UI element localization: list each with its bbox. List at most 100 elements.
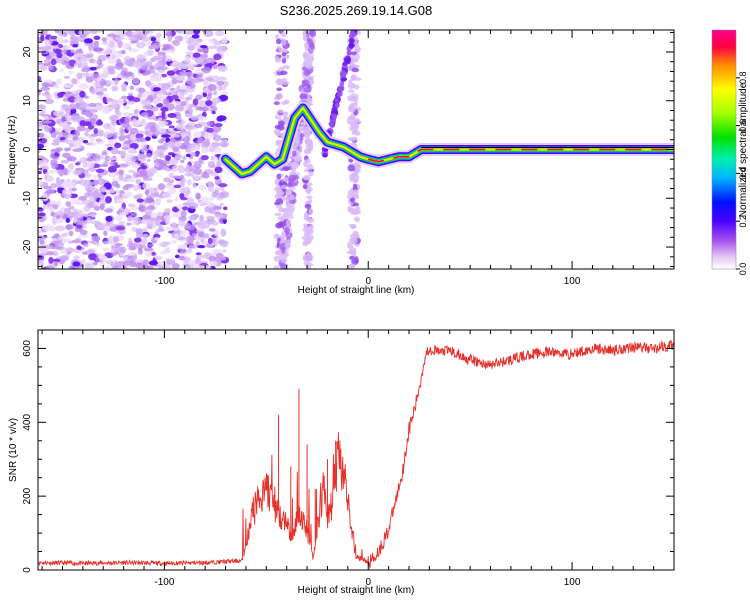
heatmap-noise-speckle — [140, 112, 149, 118]
heatmap-noise-speckle — [51, 217, 58, 224]
heatmap-noise-speckle — [129, 127, 139, 135]
heatmap-noise-speckle — [196, 74, 203, 79]
heatmap-noise-speckle — [38, 207, 44, 212]
heatmap-noise-speckle — [38, 149, 41, 154]
heatmap-noise-speckle — [74, 162, 81, 166]
heatmap-noise-speckle — [57, 236, 66, 241]
heatmap-noise-speckle — [186, 71, 192, 79]
heatmap-noise-speckle — [174, 233, 180, 240]
heatmap-noise-speckle — [45, 265, 55, 269]
heatmap-noise-speckle — [59, 255, 68, 262]
heatmap-noise-speckle — [46, 175, 54, 182]
heatmap-noise-speckle — [185, 30, 194, 35]
heatmap-noise-speckle — [71, 113, 80, 117]
heatmap-band-speckle — [302, 227, 310, 233]
heatmap-noise-speckle — [85, 158, 95, 162]
heatmap-noise-speckle — [76, 52, 83, 58]
heatmap-noise-speckle — [119, 211, 129, 216]
heatmap-noise-speckle — [146, 220, 153, 228]
heatmap-noise-speckle — [120, 83, 128, 89]
heatmap-noise-speckle — [168, 179, 175, 184]
heatmap-noise-speckle — [160, 106, 169, 112]
heatmap-streak-bright — [336, 92, 342, 98]
heatmap-noise-speckle — [127, 255, 135, 260]
heatmap-band-speckle — [306, 139, 313, 145]
heatmap-noise-speckle — [154, 198, 161, 206]
heatmap-noise-speckle — [127, 36, 138, 41]
heatmap-noise-speckle — [47, 169, 58, 174]
heatmap-noise-speckle — [115, 183, 121, 189]
heatmap-noise-speckle — [89, 66, 98, 71]
heatmap-noise-speckle — [126, 222, 132, 226]
spectrogram-ytick-label: -20 — [22, 239, 33, 254]
heatmap-noise-speckle — [157, 120, 165, 128]
heatmap-noise-speckle — [72, 148, 83, 153]
heatmap-noise-speckle — [105, 259, 113, 265]
heatmap-noise-speckle — [167, 112, 177, 118]
spectrogram-xtick-label: 0 — [365, 276, 371, 287]
heatmap-band-speckle — [283, 176, 289, 183]
heatmap-noise-speckle — [127, 169, 136, 173]
heatmap-noise-speckle — [93, 35, 101, 40]
heatmap-noise-speckle — [123, 44, 130, 51]
heatmap-noise-speckle — [159, 152, 165, 159]
heatmap-noise-speckle — [207, 84, 217, 92]
heatmap-noise-speckle — [95, 65, 101, 70]
heatmap-noise-speckle — [94, 242, 101, 247]
heatmap-noise-speckle — [54, 225, 65, 232]
heatmap-streak-bright — [334, 102, 340, 108]
heatmap-noise-speckle — [123, 105, 131, 110]
heatmap-streak-speckle — [288, 205, 295, 213]
heatmap-band-speckle — [350, 237, 358, 244]
heatmap-noise-speckle — [221, 91, 229, 96]
heatmap-noise-speckle — [101, 37, 107, 42]
heatmap-noise-speckle — [114, 142, 122, 149]
heatmap-noise-speckle — [176, 124, 185, 131]
heatmap-noise-speckle — [176, 203, 184, 210]
heatmap-noise-speckle — [179, 91, 185, 98]
heatmap-noise-speckle — [185, 51, 194, 56]
heatmap-noise-speckle — [163, 215, 173, 220]
heatmap-noise-speckle — [55, 78, 63, 85]
heatmap-noise-speckle — [141, 165, 148, 170]
heatmap-noise-speckle — [72, 217, 78, 224]
heatmap-noise-speckle — [127, 147, 135, 152]
heatmap-noise-speckle — [220, 86, 227, 90]
heatmap-band-speckle — [276, 45, 281, 50]
heatmap-noise-speckle — [137, 244, 147, 249]
spectrogram-ytick-label: -10 — [22, 191, 33, 206]
heatmap-noise-speckle — [140, 146, 149, 153]
heatmap-band-speckle — [304, 128, 311, 136]
heatmap-noise-speckle — [185, 235, 194, 243]
heatmap-noise-speckle — [114, 36, 125, 41]
heatmap-noise-speckle — [40, 86, 51, 91]
heatmap-noise-speckle — [68, 205, 75, 210]
heatmap-noise-speckle — [165, 155, 172, 162]
heatmap-noise-speckle — [95, 159, 101, 164]
heatmap-noise-speckle — [45, 224, 52, 232]
heatmap-noise-speckle — [81, 67, 91, 73]
heatmap-noise-speckle — [146, 209, 153, 216]
heatmap-noise-speckle — [204, 252, 210, 256]
heatmap-noise-speckle — [200, 146, 209, 154]
heatmap-band-speckle — [276, 173, 282, 180]
heatmap-noise-speckle — [68, 30, 77, 36]
heatmap-streak-bright — [349, 30, 356, 38]
snr-xtick-label: 100 — [564, 577, 581, 588]
heatmap-noise-speckle — [90, 181, 98, 186]
heatmap-band-speckle — [275, 38, 281, 45]
snr-line-layer — [38, 339, 674, 570]
heatmap-noise-speckle — [137, 247, 143, 255]
heatmap-ridge-core — [368, 148, 674, 163]
heatmap-noise-speckle — [62, 152, 71, 159]
heatmap-noise-speckle — [171, 78, 178, 85]
colorbar-gradient — [711, 29, 737, 270]
heatmap-noise-speckle — [62, 168, 68, 176]
spectrogram-ylabel: Frequency (Hz) — [7, 116, 18, 185]
heatmap-noise-speckle — [57, 132, 68, 136]
heatmap-noise-speckle — [171, 212, 181, 216]
heatmap-band-speckle — [276, 204, 283, 209]
heatmap-band-speckle — [349, 263, 356, 268]
heatmap-noise-speckle — [211, 97, 222, 104]
